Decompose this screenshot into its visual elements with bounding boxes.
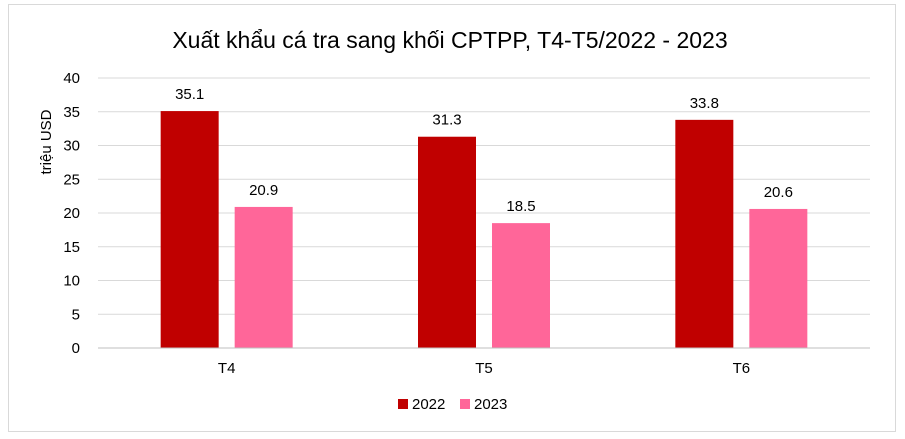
data-label: 18.5 xyxy=(506,198,535,215)
axes: 0 5 10 15 20 25 30 35 40 T4 T5 T6 xyxy=(63,70,870,377)
y-tick-label: 35 xyxy=(63,104,80,121)
y-tick-label: 15 xyxy=(63,239,80,256)
y-tick-label: 25 xyxy=(63,171,80,188)
y-tick-label: 5 xyxy=(72,306,80,323)
data-label: 20.9 xyxy=(249,182,278,199)
y-tick-label: 30 xyxy=(63,138,80,155)
x-tick-label: T6 xyxy=(733,360,751,377)
x-tick-label: T5 xyxy=(475,360,493,377)
bar-2023-T5 xyxy=(492,223,550,348)
legend-swatch-2023 xyxy=(460,399,470,409)
x-tick-label: T4 xyxy=(218,360,236,377)
y-axis-label: triệu USD xyxy=(38,109,55,174)
legend-label-2022: 2022 xyxy=(412,396,445,413)
y-tick-label: 40 xyxy=(63,70,80,87)
y-tick-label: 20 xyxy=(63,205,80,222)
bar-2023-T4 xyxy=(234,206,293,348)
data-label: 31.3 xyxy=(432,112,461,129)
data-label: 20.6 xyxy=(764,184,793,201)
bar-2022-T6 xyxy=(675,119,734,348)
bar-2022-T5 xyxy=(418,136,476,348)
legend-label-2023: 2023 xyxy=(474,396,507,413)
bar-2022-T4 xyxy=(160,111,219,348)
chart-title: Xuất khẩu cá tra sang khối CPTPP, T4-T5/… xyxy=(172,27,727,53)
data-label: 35.1 xyxy=(175,86,204,103)
y-tick-label: 10 xyxy=(63,273,80,290)
legend: 2022 2023 xyxy=(398,396,507,413)
legend-swatch-2022 xyxy=(398,399,408,409)
data-label: 33.8 xyxy=(690,95,719,112)
bars: 35.1 20.9 31.3 18.5 33.8 20.6 xyxy=(160,86,808,348)
y-tick-label: 0 xyxy=(72,340,80,357)
bar-2023-T6 xyxy=(749,208,808,348)
